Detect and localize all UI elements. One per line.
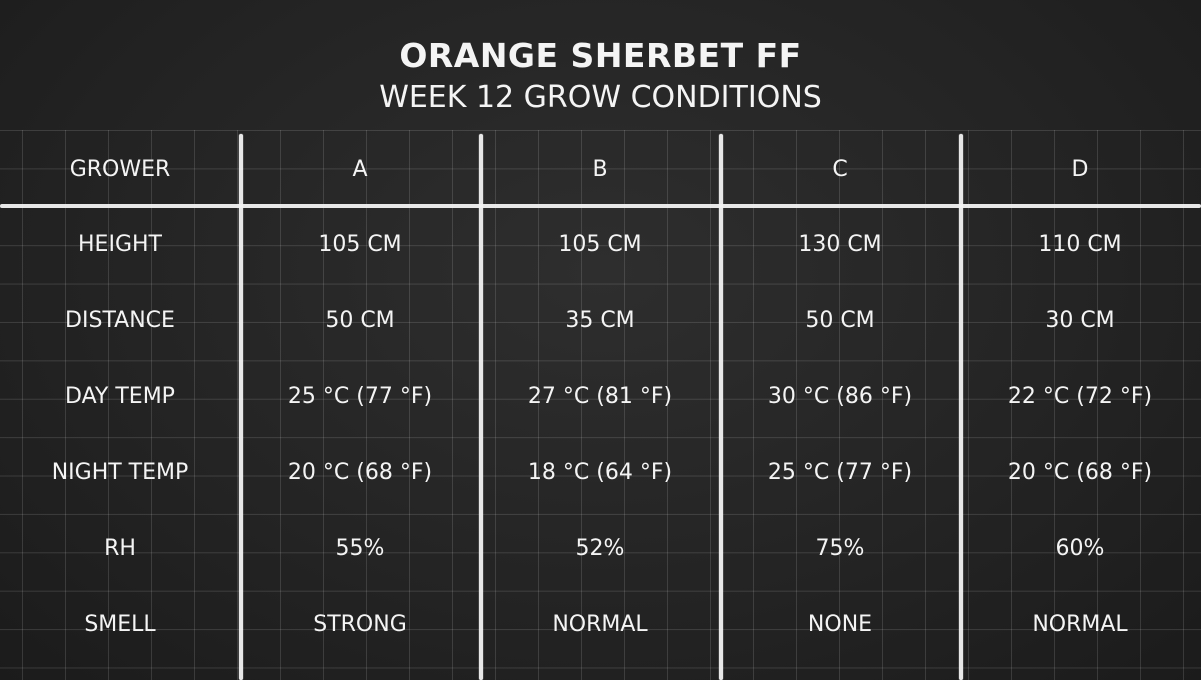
column-divider <box>959 134 963 680</box>
table-cell: 20 °C (68 °F) <box>1007 460 1153 485</box>
header-cell: B <box>592 157 608 182</box>
table-row: SMELL STRONG NORMAL NONE NORMAL <box>0 605 1201 645</box>
table-cell: 105 CM <box>558 232 642 257</box>
table-cell: NORMAL <box>1032 612 1128 637</box>
column-divider <box>719 134 723 680</box>
row-label: NIGHT TEMP <box>51 460 189 485</box>
table-cell: 75% <box>815 536 865 561</box>
page-subtitle: WEEK 12 GROW CONDITIONS <box>379 80 822 115</box>
table-cell: 25 °C (77 °F) <box>767 460 913 485</box>
header-cell: C <box>832 157 848 182</box>
table-cell: 18 °C (64 °F) <box>527 460 673 485</box>
table-cell: 20 °C (68 °F) <box>287 460 433 485</box>
table-row: DAY TEMP 25 °C (77 °F) 27 °C (81 °F) 30 °C … <box>0 377 1201 417</box>
table-cell: 30 CM <box>1045 308 1115 333</box>
table-cell: 25 °C (77 °F) <box>287 384 433 409</box>
chalkboard-grid <box>0 130 1201 680</box>
table-cell: 55% <box>335 536 385 561</box>
table-cell: 60% <box>1055 536 1105 561</box>
table-cell: NONE <box>807 612 873 637</box>
table-row: DISTANCE 50 CM 35 CM 50 CM 30 CM <box>0 301 1201 341</box>
row-label: DAY TEMP <box>65 384 175 409</box>
table-row: NIGHT TEMP 20 °C (68 °F) 18 °C (64 °F) 25 °… <box>0 453 1201 493</box>
row-label: HEIGHT <box>78 232 162 257</box>
table-cell: 30 °C (86 °F) <box>767 384 913 409</box>
table-row: HEIGHT 105 CM 105 CM 130 CM 110 CM <box>0 225 1201 265</box>
header-cell: GROWER <box>69 157 171 182</box>
table-cell: 22 °C (72 °F) <box>1007 384 1153 409</box>
column-divider <box>479 134 483 680</box>
page-title: ORANGE SHERBET FF <box>399 36 802 75</box>
header-divider <box>0 204 1201 208</box>
row-label: DISTANCE <box>65 308 175 333</box>
table-header-row: GROWER A B C D <box>0 150 1201 190</box>
table-cell: 110 CM <box>1038 232 1122 257</box>
table-cell: 52% <box>575 536 625 561</box>
table-cell: 105 CM <box>318 232 402 257</box>
table-row: RH 55% 52% 75% 60% <box>0 529 1201 569</box>
row-label: RH <box>104 536 136 561</box>
header-cell: D <box>1071 157 1089 182</box>
table-cell: NORMAL <box>552 612 648 637</box>
table-cell: STRONG <box>313 612 407 637</box>
row-label: SMELL <box>84 612 156 637</box>
table-cell: 130 CM <box>798 232 882 257</box>
column-divider <box>239 134 243 680</box>
table-cell: 50 CM <box>805 308 875 333</box>
header-cell: A <box>352 157 368 182</box>
table-cell: 50 CM <box>325 308 395 333</box>
table-cell: 35 CM <box>565 308 635 333</box>
table-cell: 27 °C (81 °F) <box>527 384 673 409</box>
